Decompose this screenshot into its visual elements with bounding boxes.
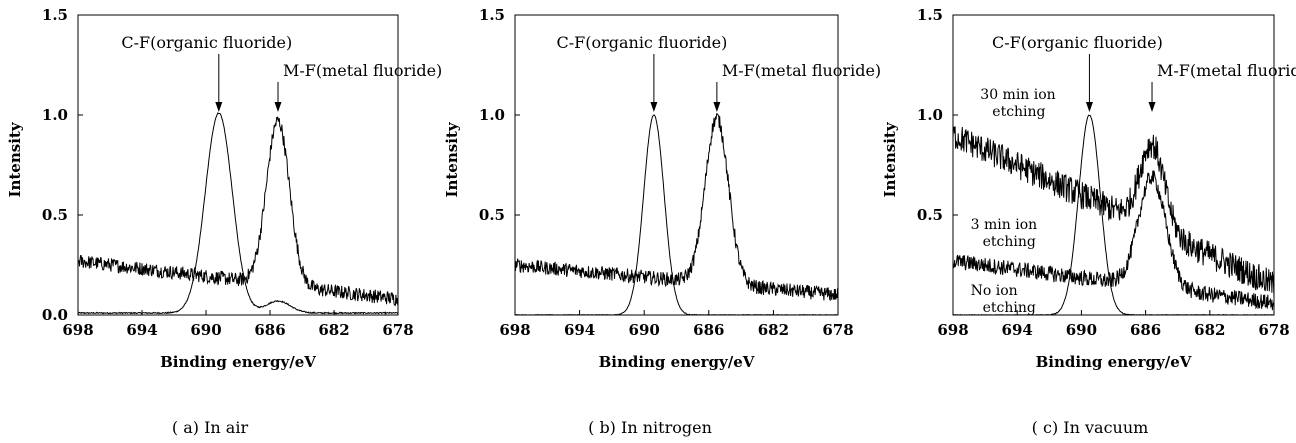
- x-tick-label: 686: [254, 321, 285, 339]
- spectrum-line-0: [515, 114, 838, 315]
- peak-annotation: M-F(metal fluoride): [283, 61, 442, 80]
- y-tick-label: 1.0: [42, 106, 68, 124]
- x-tick-label: 698: [937, 321, 968, 339]
- y-tick-label: 0.5: [917, 206, 943, 224]
- y-tick-label: 1.5: [42, 6, 68, 24]
- plot-frame: [952, 14, 1275, 316]
- x-tick-label: 690: [190, 321, 221, 339]
- x-tick-label: 678: [382, 321, 413, 339]
- y-tick-label: 1.5: [917, 6, 943, 24]
- peak-annotation: M-F(metal fluoride): [722, 61, 881, 80]
- x-tick-label: 678: [822, 321, 853, 339]
- chart-panel-1: 698 694 690 686 682 678 0.5 1.0 1.5 Binding energ…: [443, 6, 881, 437]
- y-axis-label: Intensity: [443, 121, 461, 197]
- peak-annotation: C-F(organic fluoride): [556, 33, 727, 52]
- x-tick-label: 682: [318, 321, 349, 339]
- panel-caption: ( c) In vacuum: [1032, 418, 1149, 437]
- chart-panel-2: 698 694 690 686 682 678 0.5 1.0 1.5 Binding energ…: [881, 6, 1296, 437]
- y-tick-label: 1.5: [479, 6, 505, 24]
- panel-caption: ( a) In air: [172, 418, 249, 437]
- chart-panel-0: 698 694 690 686 682 678 0.0 0.5 1.0 1.5 Binding en…: [6, 6, 442, 437]
- spectrum-line-1: [78, 116, 398, 307]
- annotation-arrowhead: [1148, 102, 1156, 112]
- x-axis-label: Binding energy/eV: [160, 353, 316, 371]
- spectrum-line-0: [953, 126, 1274, 297]
- spectrum-line-1: [953, 170, 1274, 311]
- annotation-arrowhead: [1085, 102, 1093, 112]
- x-axis-label: Binding energy/eV: [1036, 353, 1192, 371]
- annotation-arrowhead: [274, 102, 282, 112]
- y-tick-label: 1.0: [479, 106, 505, 124]
- panel-caption: ( b) In nitrogen: [588, 418, 712, 437]
- y-tick-label: 0.0: [42, 306, 68, 324]
- plot-frame: [514, 14, 839, 316]
- series-label: 3 min ion etching: [971, 217, 1038, 250]
- x-axis-label: Binding energy/eV: [599, 353, 755, 371]
- peak-annotation: M-F(metal fluoride): [1157, 61, 1296, 80]
- y-axis-label: Intensity: [6, 121, 24, 197]
- plot-frame: [77, 14, 399, 316]
- x-tick-label: 694: [126, 321, 157, 339]
- y-tick-label: 1.0: [917, 106, 943, 124]
- series-label: No ion etching: [971, 283, 1036, 316]
- y-tick-label: 0.5: [479, 206, 505, 224]
- x-tick-label: 682: [758, 321, 789, 339]
- annotation-arrowhead: [713, 102, 721, 112]
- peak-annotation: C-F(organic fluoride): [992, 33, 1163, 52]
- peak-annotation: C-F(organic fluoride): [121, 33, 292, 52]
- x-tick-label: 686: [1130, 321, 1161, 339]
- x-tick-label: 678: [1258, 321, 1289, 339]
- spectrum-line-2: [953, 114, 1274, 315]
- x-tick-label: 698: [62, 321, 93, 339]
- x-tick-label: 690: [1066, 321, 1097, 339]
- series-label: 30 min ion etching: [980, 87, 1055, 120]
- x-tick-label: 682: [1194, 321, 1225, 339]
- x-tick-label: 690: [629, 321, 660, 339]
- spectrum-line-1: [515, 113, 838, 302]
- annotation-arrowhead: [650, 102, 658, 112]
- annotation-arrowhead: [215, 102, 223, 112]
- x-tick-label: 698: [499, 321, 530, 339]
- x-tick-label: 694: [564, 321, 595, 339]
- y-axis-label: Intensity: [881, 121, 899, 197]
- x-tick-label: 694: [1002, 321, 1033, 339]
- spectrum-line-0: [78, 112, 398, 315]
- y-tick-label: 0.5: [42, 206, 68, 224]
- x-tick-label: 686: [693, 321, 724, 339]
